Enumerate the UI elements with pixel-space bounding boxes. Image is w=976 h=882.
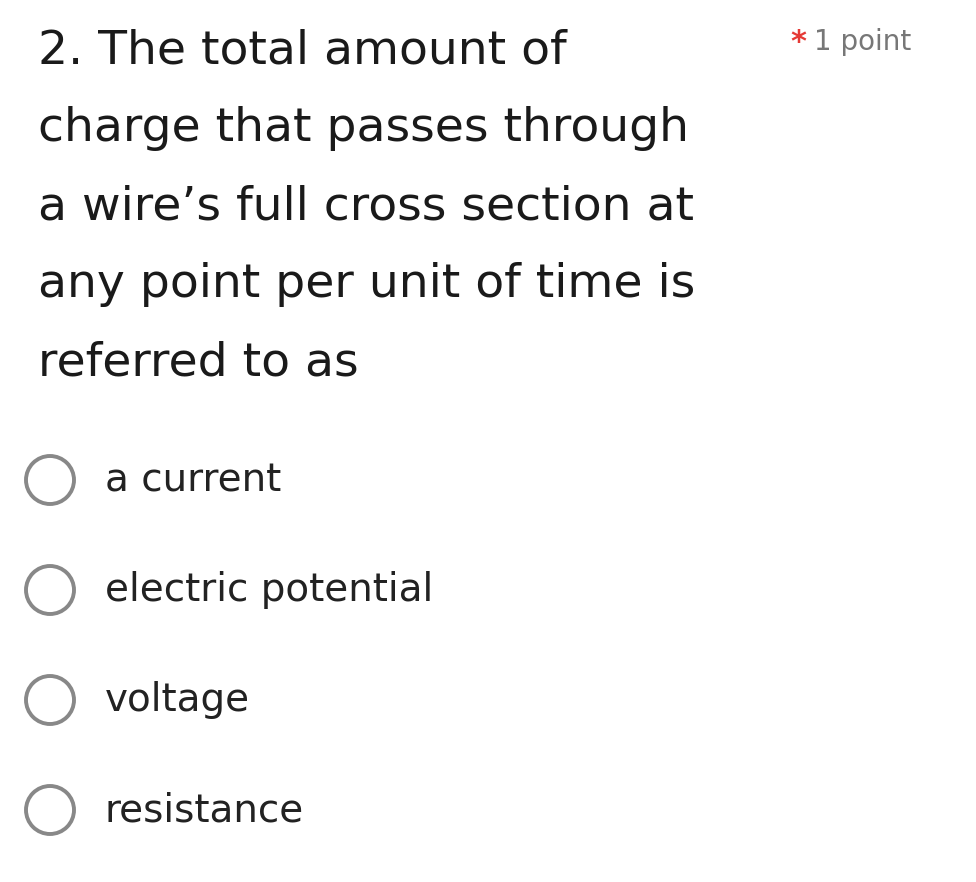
Text: resistance: resistance: [105, 791, 305, 829]
Text: referred to as: referred to as: [38, 340, 358, 385]
Text: voltage: voltage: [105, 681, 250, 719]
Text: charge that passes through: charge that passes through: [38, 106, 689, 151]
Text: a wire’s full cross section at: a wire’s full cross section at: [38, 184, 694, 229]
Text: any point per unit of time is: any point per unit of time is: [38, 262, 695, 307]
Text: electric potential: electric potential: [105, 571, 433, 609]
Text: 1 point: 1 point: [814, 28, 912, 56]
Text: a current: a current: [105, 461, 281, 499]
Text: 2. The total amount of: 2. The total amount of: [38, 28, 567, 73]
Text: *: *: [790, 28, 806, 57]
